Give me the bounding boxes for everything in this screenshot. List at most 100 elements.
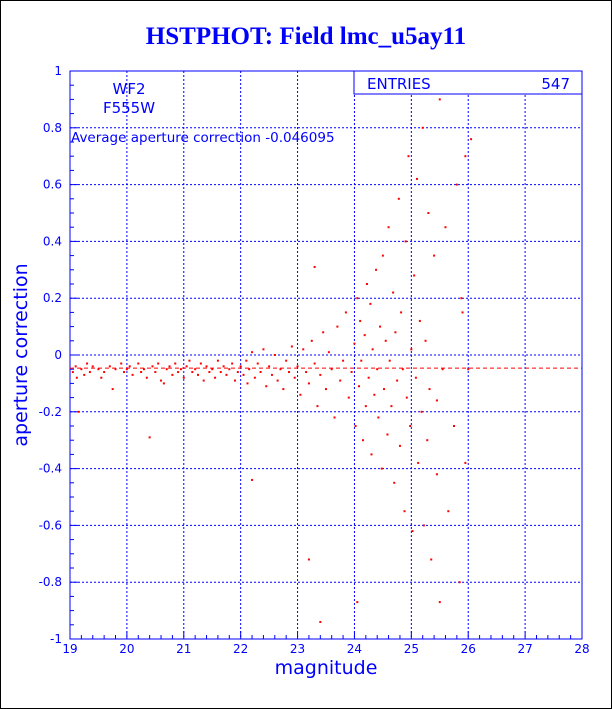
data-point (296, 365, 299, 368)
data-point (381, 254, 384, 257)
data-point (97, 368, 100, 371)
data-point (214, 376, 217, 379)
data-point (71, 371, 74, 374)
data-point (464, 155, 467, 158)
data-point (251, 351, 254, 354)
data-point (248, 368, 251, 371)
data-point (202, 379, 205, 382)
x-axis-label: magnitude (275, 657, 378, 679)
data-point (120, 362, 123, 365)
data-point (171, 373, 174, 376)
data-point (228, 368, 231, 371)
data-point (403, 510, 406, 513)
x-tick-label: 24 (347, 642, 362, 656)
data-point (242, 373, 245, 376)
data-point (453, 425, 455, 427)
data-point (407, 155, 410, 158)
data-point (394, 331, 397, 334)
data-point (265, 385, 268, 388)
y-tick-label: 0 (54, 348, 62, 362)
data-point (364, 405, 367, 408)
data-point (145, 376, 148, 379)
data-point (416, 177, 419, 180)
data-point (103, 371, 106, 374)
data-point (361, 439, 364, 442)
stats-box (353, 70, 583, 95)
data-point (377, 416, 380, 419)
data-points (71, 78, 473, 623)
data-point (253, 376, 256, 379)
data-point (233, 379, 236, 382)
data-point (359, 319, 362, 322)
data-point (327, 351, 330, 354)
data-point (256, 362, 259, 365)
data-point (400, 311, 403, 314)
grid-lines (70, 71, 582, 639)
data-point (379, 325, 382, 328)
data-point (211, 368, 214, 371)
data-point (390, 405, 393, 408)
data-point (282, 388, 285, 391)
data-point (376, 368, 379, 371)
data-point (401, 368, 404, 371)
data-point (199, 362, 202, 365)
data-point (157, 362, 160, 365)
data-point (435, 399, 438, 402)
data-point (460, 297, 463, 300)
y-tick-label: -1 (50, 632, 62, 646)
data-point (435, 473, 438, 476)
data-point (357, 385, 360, 388)
data-point (246, 382, 249, 385)
data-point (373, 393, 376, 396)
data-point (205, 365, 208, 368)
data-point (398, 444, 401, 447)
data-point (428, 388, 431, 391)
y-tick-label: 0.4 (43, 234, 62, 248)
y-tick-label: 0.8 (43, 121, 62, 135)
data-point (148, 436, 151, 439)
data-point (380, 467, 383, 470)
data-point (347, 396, 350, 399)
data-point (339, 379, 342, 382)
y-tick-label: 1 (54, 64, 62, 78)
data-point (313, 265, 316, 268)
data-point (414, 376, 417, 379)
data-point (262, 348, 265, 351)
data-point (422, 524, 425, 527)
data-point (179, 368, 182, 371)
data-point (276, 379, 279, 382)
data-point (74, 365, 77, 368)
data-point (418, 319, 421, 322)
data-point (288, 371, 291, 374)
data-point (83, 373, 86, 376)
data-point (194, 368, 197, 371)
average-annotation: Average aperture correction -0.046095 (71, 130, 335, 146)
data-point (165, 368, 168, 371)
y-tick-label: 0.6 (43, 178, 62, 192)
data-point (464, 461, 467, 464)
data-point (108, 365, 111, 368)
data-point (160, 379, 163, 382)
data-point (350, 371, 353, 374)
data-point (375, 268, 378, 271)
data-point (290, 345, 293, 348)
stats-entries-value: 547 (541, 75, 570, 93)
data-point (410, 348, 413, 351)
y-tick-label: -0.2 (39, 405, 62, 419)
data-point (307, 558, 310, 561)
data-point (305, 371, 308, 374)
x-tick-label: 25 (404, 642, 419, 656)
data-point (441, 368, 444, 371)
data-point (216, 359, 219, 362)
data-point (397, 197, 400, 200)
data-point (330, 368, 333, 371)
data-point (319, 620, 322, 623)
data-point (131, 373, 134, 376)
data-point (388, 359, 391, 362)
data-point (142, 368, 145, 371)
data-point (268, 365, 271, 368)
data-point (270, 373, 273, 376)
x-tick-label: 22 (233, 642, 248, 656)
data-point (354, 425, 357, 427)
x-tick-label: 28 (574, 642, 589, 656)
